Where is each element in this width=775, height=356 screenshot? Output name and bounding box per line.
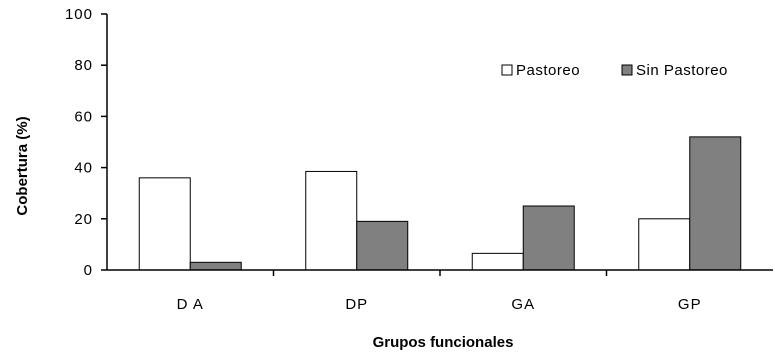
bar-pastoreo-3	[638, 218, 691, 271]
y-tick-label: 80	[74, 57, 93, 74]
bar-pastoreo-2	[471, 252, 524, 271]
x-tick-label: DP	[345, 296, 368, 313]
x-tick-label: GA	[511, 296, 535, 313]
y-axis-ticks: 0 20 40 60 80 100	[65, 6, 107, 279]
x-axis-title: Grupos funcionales	[373, 334, 514, 351]
bars	[138, 136, 742, 271]
bar-pastoreo-0	[138, 177, 191, 271]
y-tick-label: 60	[74, 108, 93, 125]
x-tick-label: D A	[177, 296, 204, 313]
x-axis-ticks: D A DP GA GP	[177, 270, 702, 313]
legend-label-pastoreo: Pastoreo	[516, 62, 580, 79]
y-tick-label: 20	[74, 211, 93, 228]
y-tick-label: 40	[74, 160, 93, 177]
legend-swatch-pastoreo	[501, 64, 513, 76]
bar-sin-pastoreo-1	[356, 220, 409, 271]
y-axis-title: Cobertura (%)	[14, 116, 31, 215]
y-tick-label: 100	[65, 6, 93, 23]
bar-sin-pastoreo-3	[689, 136, 742, 271]
bar-pastoreo-1	[305, 170, 358, 271]
legend-swatch-sin-pastoreo	[621, 64, 633, 76]
bar-sin-pastoreo-2	[522, 205, 575, 271]
y-tick-label: 0	[84, 262, 93, 279]
legend-label-sin-pastoreo: Sin Pastoreo	[636, 62, 728, 79]
bar-sin-pastoreo-0	[189, 261, 242, 271]
legend: Pastoreo Sin Pastoreo	[501, 62, 728, 79]
x-tick-label: GP	[678, 296, 702, 313]
